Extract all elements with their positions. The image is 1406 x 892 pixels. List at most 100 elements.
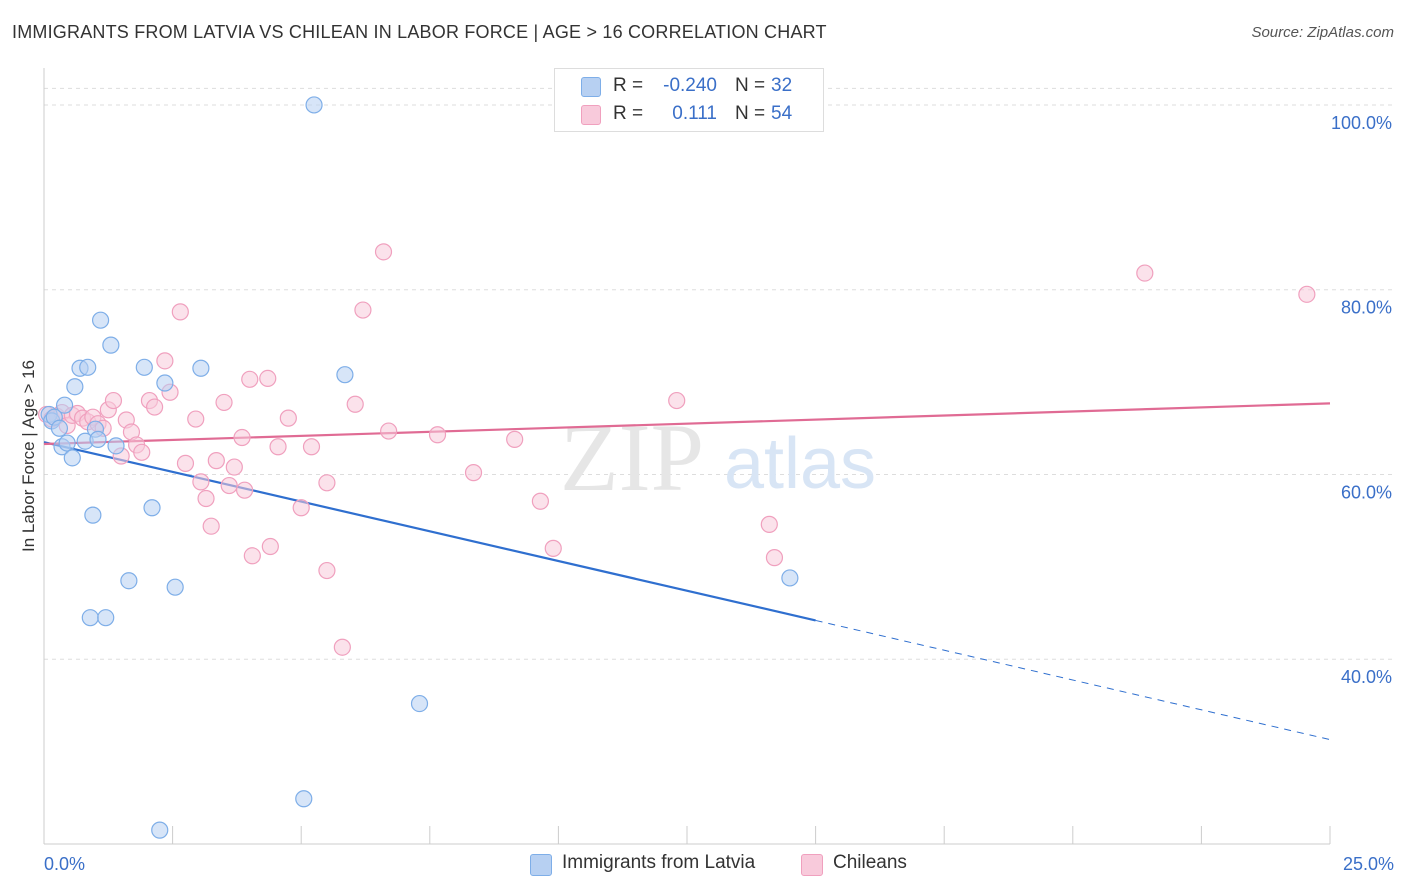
point-latvia-6: [58, 434, 76, 452]
point-chileans-25: [187, 410, 205, 428]
point-latvia-17: [97, 609, 115, 627]
legend-n-value-chileans: 54: [771, 103, 793, 124]
point-chileans-38: [279, 409, 297, 427]
legend-r-label: R =: [613, 75, 644, 96]
legend-row-latvia: R = -0.240 N = 32: [555, 73, 823, 99]
point-latvia-13: [84, 506, 102, 524]
bottom-swatch-chileans: [801, 854, 823, 876]
point-chileans-55: [1136, 264, 1154, 282]
point-chileans-13: [104, 391, 123, 410]
legend-r-label: R =: [613, 103, 644, 124]
point-latvia-11: [79, 358, 97, 376]
tick-labels: 40.0% 60.0% 80.0% 100.0% 0.0% 25.0%: [44, 113, 1394, 874]
point-chileans-43: [346, 395, 364, 413]
axes: [43, 68, 1331, 845]
point-latvia-23: [151, 821, 169, 839]
trend-line-1: [43, 402, 1331, 446]
point-latvia-21: [135, 358, 153, 376]
point-latvia-24: [156, 374, 174, 392]
point-chileans-36: [261, 537, 279, 556]
point-latvia-8: [66, 378, 84, 396]
point-chileans-41: [318, 561, 336, 580]
point-latvia-20: [120, 572, 138, 590]
point-chileans-50: [531, 492, 549, 510]
point-chileans-26: [192, 473, 210, 491]
point-latvia-16: [91, 311, 110, 329]
point-chileans-56: [1298, 285, 1316, 303]
legend-n-label: N =: [735, 75, 766, 96]
point-latvia-12: [81, 609, 99, 627]
legend-row-chileans: R = 0.111 N = 54: [555, 101, 823, 127]
point-chileans-51: [544, 539, 562, 557]
y-tick-label-80: 80.0%: [1341, 298, 1392, 318]
watermark-zip: ZIP: [560, 404, 704, 511]
point-chileans-29: [207, 452, 225, 470]
legend-r-value-latvia: -0.240: [663, 75, 717, 96]
point-chileans-58: [318, 474, 336, 492]
point-chileans-53: [760, 515, 778, 533]
point-chileans-40: [302, 438, 321, 456]
point-latvia-27: [295, 790, 313, 808]
legend-swatch-chileans: [581, 105, 601, 125]
point-latvia-29: [336, 366, 354, 384]
point-chileans-20: [145, 398, 164, 416]
point-chileans-57: [241, 370, 259, 388]
bottom-swatch-latvia: [530, 854, 552, 876]
bottom-legend-label-chileans: Chileans: [833, 852, 907, 873]
point-chileans-31: [225, 458, 243, 476]
legend-n-value-latvia: 32: [771, 75, 793, 96]
point-chileans-37: [269, 438, 287, 456]
point-latvia-28: [305, 96, 323, 114]
point-chileans-34: [243, 547, 261, 565]
point-chileans-30: [215, 393, 233, 412]
point-latvia-25: [166, 578, 184, 596]
point-latvia-7: [63, 449, 81, 467]
point-chileans-46: [380, 422, 398, 440]
point-chileans-24: [176, 454, 195, 472]
point-chileans-52: [668, 391, 686, 410]
point-chileans-21: [156, 352, 174, 370]
y-tick-label-60: 60.0%: [1341, 482, 1392, 502]
point-chileans-44: [354, 301, 372, 319]
chart-source: Source: ZipAtlas.com: [1251, 24, 1394, 41]
point-latvia-22: [143, 499, 161, 517]
point-chileans-48: [464, 464, 483, 482]
point-latvia-31: [781, 569, 799, 587]
watermark: ZIP atlas: [560, 404, 876, 511]
legend: R = -0.240 N = 32 R = 0.111 N = 54: [554, 68, 824, 132]
legend-swatch-latvia: [581, 77, 601, 97]
point-chileans-54: [765, 549, 784, 567]
legend-r-value-chileans: 0.111: [672, 103, 717, 124]
point-chileans-59: [220, 476, 238, 495]
legend-n-label: N =: [735, 103, 766, 124]
x-tick-label-max: 25.0%: [1343, 854, 1394, 874]
point-latvia-26: [192, 359, 210, 377]
point-latvia-5: [55, 396, 74, 414]
chart-title: IMMIGRANTS FROM LATVIA VS CHILEAN IN LAB…: [12, 22, 827, 42]
point-chileans-47: [428, 426, 447, 444]
data-points: [37, 96, 1316, 839]
y-tick-label-100: 100.0%: [1331, 113, 1392, 133]
point-latvia-30: [410, 694, 429, 713]
x-tick-label-min: 0.0%: [44, 854, 85, 874]
point-chileans-39: [292, 499, 310, 517]
point-chileans-28: [202, 517, 220, 535]
point-chileans-33: [236, 481, 254, 499]
y-axis-label: In Labor Force | Age > 16: [19, 360, 38, 552]
point-chileans-49: [506, 430, 524, 448]
point-chileans-42: [333, 638, 351, 656]
bottom-legend-label-latvia: Immigrants from Latvia: [562, 852, 756, 873]
trend-line-dashed-0: [815, 619, 1331, 741]
y-tick-label-40: 40.0%: [1341, 667, 1392, 687]
watermark-atlas: atlas: [724, 424, 876, 504]
point-latvia-18: [102, 336, 120, 354]
point-latvia-15: [89, 430, 107, 448]
point-latvia-19: [107, 437, 125, 455]
point-chileans-18: [133, 443, 151, 461]
point-chileans-27: [197, 489, 215, 508]
trend-lines: [43, 402, 1331, 741]
point-latvia-3: [50, 419, 69, 437]
point-chileans-32: [233, 428, 251, 447]
point-chileans-23: [171, 303, 189, 321]
